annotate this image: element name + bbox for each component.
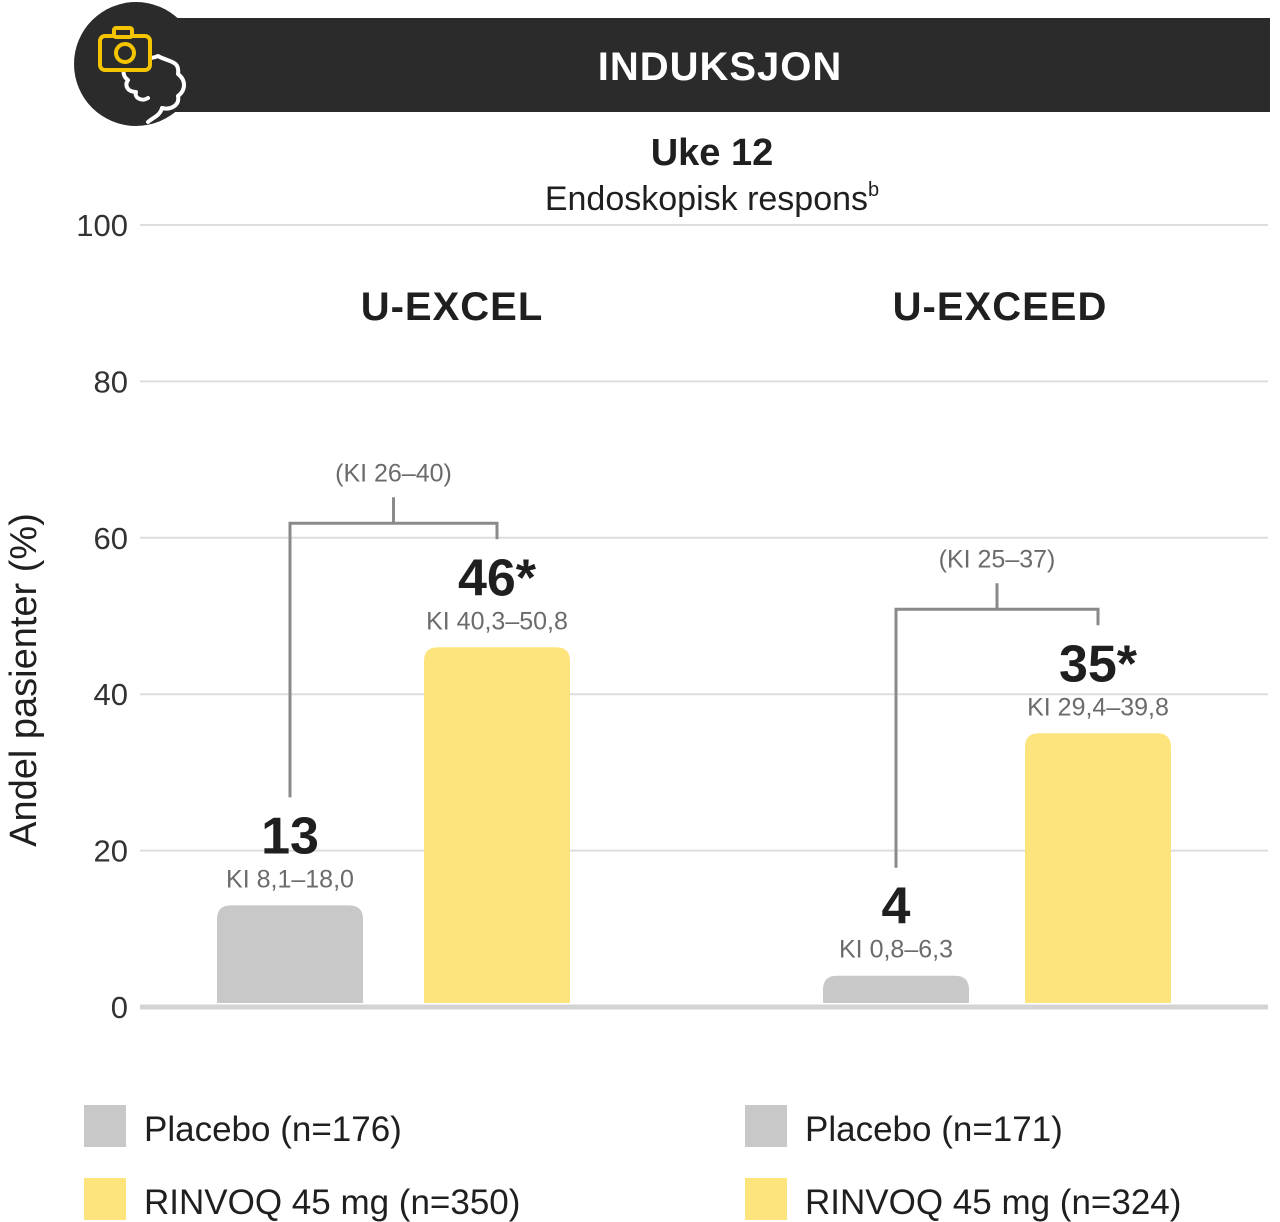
bar bbox=[217, 905, 363, 1003]
bar-value-label: 46* bbox=[458, 549, 537, 607]
legend-swatch bbox=[84, 1178, 126, 1220]
bar-group: U-EXCEED KI 0,8–6,34 KI 29,4–39,835* (KI 25… bbox=[823, 285, 1171, 1003]
bar-ci-label: KI 29,4–39,8 bbox=[1027, 693, 1169, 721]
gridlines bbox=[140, 224, 1268, 1010]
difference-ci-label: (KI 26–40) bbox=[335, 459, 452, 487]
legend-label: RINVOQ 45 mg (n=350) bbox=[144, 1183, 520, 1222]
legend-item: RINVOQ 45 mg (n=324) bbox=[745, 1178, 1181, 1222]
difference-bracket bbox=[894, 583, 1100, 868]
y-tick-label: 100 bbox=[76, 208, 128, 243]
bar-value-label: 35* bbox=[1059, 635, 1138, 693]
bar-ci-label: KI 40,3–50,8 bbox=[426, 607, 568, 635]
chart-subtitle-text: Endoskopisk respons bbox=[545, 180, 868, 218]
legend: Placebo (n=176) RINVOQ 45 mg (n=350) Place… bbox=[84, 1105, 1181, 1222]
banner-title: INDUKSJON bbox=[598, 45, 843, 89]
bar bbox=[424, 647, 570, 1003]
header-banner: INDUKSJON bbox=[74, 2, 1270, 126]
difference-ci-label: (KI 25–37) bbox=[939, 545, 1056, 573]
bar-value-label: 13 bbox=[261, 807, 319, 865]
chart-title: Uke 12 bbox=[651, 132, 774, 174]
legend-item: Placebo (n=171) bbox=[745, 1105, 1063, 1149]
camera-intestine-icon bbox=[98, 26, 186, 124]
y-tick-label: 60 bbox=[94, 521, 128, 556]
chart-subtitle: Endoskopisk responsb bbox=[545, 179, 879, 218]
y-tick-label: 20 bbox=[94, 834, 128, 869]
difference-bracket bbox=[288, 497, 499, 798]
camera-icon bbox=[98, 26, 152, 72]
legend-item: RINVOQ 45 mg (n=350) bbox=[84, 1178, 520, 1222]
group-label: U-EXCEED bbox=[893, 285, 1108, 329]
bar-group: U-EXCEL KI 8,1–18,013 KI 40,3–50,846* (KI 2… bbox=[217, 285, 570, 1003]
bar bbox=[1025, 733, 1171, 1003]
bar-groups: U-EXCEL KI 8,1–18,013 KI 40,3–50,846* (KI 2… bbox=[217, 285, 1171, 1003]
camera-top bbox=[112, 26, 134, 39]
bar bbox=[823, 975, 969, 1003]
group-label: U-EXCEL bbox=[361, 285, 544, 329]
legend-swatch bbox=[84, 1105, 126, 1147]
bar-value-label: 4 bbox=[882, 878, 911, 936]
y-tick-label: 0 bbox=[111, 990, 128, 1025]
legend-swatch bbox=[745, 1105, 787, 1147]
legend-item: Placebo (n=176) bbox=[84, 1105, 402, 1149]
y-tick-labels: 0 20 40 60 80 100 bbox=[76, 208, 128, 1025]
camera-lens bbox=[114, 42, 136, 64]
y-axis-label: Andel pasienter (%) bbox=[3, 513, 45, 847]
legend-label: Placebo (n=176) bbox=[144, 1110, 402, 1149]
y-tick-label: 80 bbox=[94, 364, 128, 399]
legend-swatch bbox=[745, 1178, 787, 1220]
banner-background bbox=[130, 18, 1270, 112]
chart-subtitle-superscript: b bbox=[868, 179, 879, 201]
legend-label: Placebo (n=171) bbox=[805, 1110, 1063, 1149]
bar-ci-label: KI 8,1–18,0 bbox=[226, 865, 354, 893]
camera-body bbox=[98, 34, 152, 72]
y-tick-label: 40 bbox=[94, 677, 128, 712]
legend-label: RINVOQ 45 mg (n=324) bbox=[805, 1183, 1181, 1222]
bar-ci-label: KI 0,8–6,3 bbox=[839, 936, 953, 964]
